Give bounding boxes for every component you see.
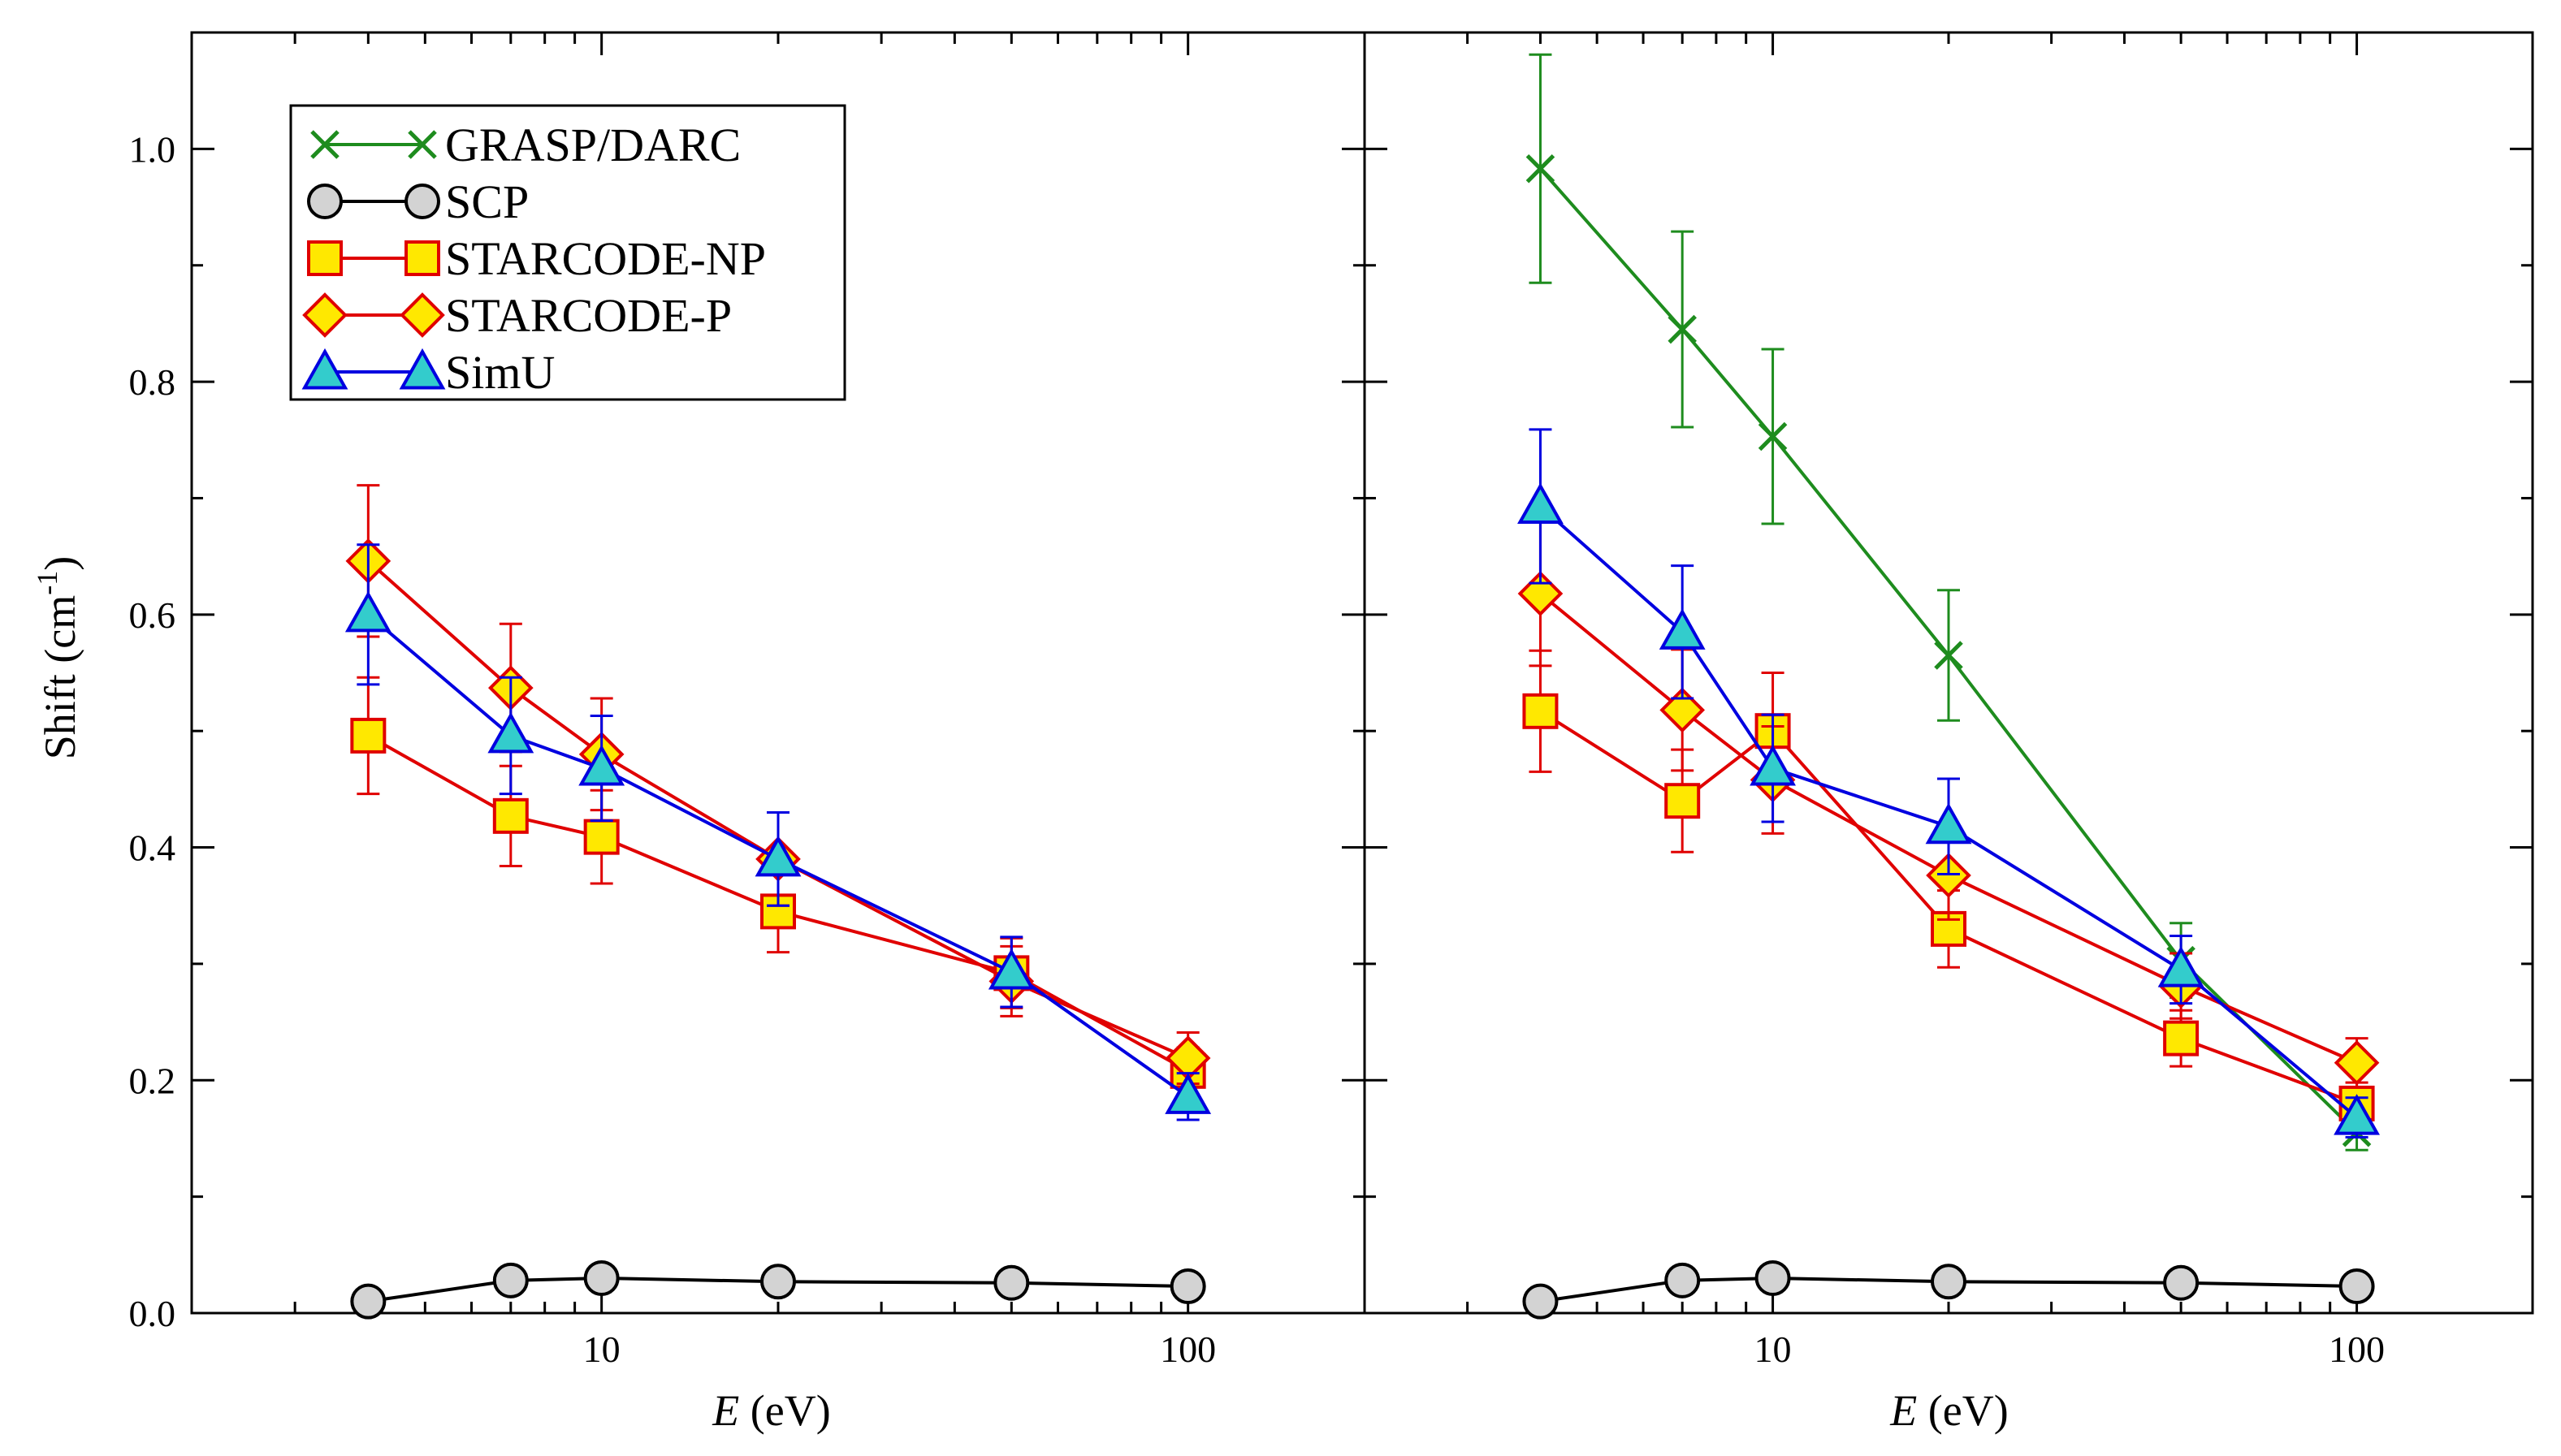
y-tick-label: 1.0 — [129, 128, 176, 170]
series-simu — [344, 543, 1212, 1121]
legend-marker — [302, 292, 348, 338]
series-line — [1539, 710, 2358, 1105]
data-point — [2334, 1039, 2380, 1086]
x-tick-label: 100 — [1160, 1329, 1216, 1370]
y-tick-label: 0.6 — [129, 594, 176, 636]
legend-marker — [404, 240, 440, 276]
series-scp — [350, 1259, 1206, 1320]
legend-label: STARCODE-P — [445, 289, 732, 342]
series-scp — [1522, 1259, 2375, 1320]
series-line — [368, 1276, 1188, 1303]
data-point — [492, 797, 529, 834]
y-tick-label: 0.8 — [129, 361, 176, 403]
legend-marker — [310, 130, 340, 159]
legend-label: STARCODE-NP — [445, 232, 766, 285]
y-tick-label: 0.0 — [129, 1293, 176, 1334]
data-point — [1754, 1259, 1791, 1296]
data-point — [1750, 744, 1796, 786]
legend-item: STARCODE-NP — [307, 232, 766, 285]
series-line — [1539, 592, 2358, 1065]
legend-frame — [289, 104, 846, 401]
data-point — [755, 835, 802, 877]
legend-marker — [301, 348, 348, 390]
data-point — [2157, 945, 2204, 987]
right-panel: 10 100 — [1363, 31, 2534, 1370]
x-tick-label: 10 — [583, 1329, 621, 1370]
data-point — [578, 744, 625, 786]
data-point — [492, 1262, 529, 1298]
data-point — [1659, 608, 1706, 650]
data-point — [2338, 1268, 2375, 1305]
data-point — [583, 1259, 620, 1296]
data-point — [350, 717, 387, 754]
legend-label: GRASP/DARC — [445, 119, 741, 171]
data-point — [988, 948, 1035, 990]
left-panel: 0.0 0.2 0.4 0.6 0.8 1.0 10 100 — [129, 31, 1366, 1370]
data-point — [583, 819, 620, 855]
data-point — [1925, 802, 1972, 845]
legend-marker — [408, 130, 437, 159]
legend-label: SimU — [445, 346, 555, 399]
data-point — [344, 590, 392, 633]
data-point — [1659, 687, 1706, 733]
legend-item: STARCODE-P — [302, 289, 732, 342]
data-point — [760, 1264, 796, 1300]
data-point — [1522, 693, 1559, 729]
legend-marker — [307, 240, 343, 276]
legend-marker — [307, 184, 343, 219]
legend-marker — [400, 292, 445, 338]
series-line — [367, 734, 1189, 1073]
x-axis-title-right: E (eV) — [1889, 1386, 2008, 1435]
data-point — [2163, 1264, 2200, 1301]
legend-marker — [399, 348, 446, 390]
data-point — [2334, 1094, 2380, 1135]
series-np — [1522, 649, 2375, 1126]
series-p — [1517, 520, 2380, 1089]
data-point — [487, 711, 534, 754]
data-point — [1165, 1073, 1212, 1114]
series-line — [367, 613, 1189, 1098]
legend-marker — [404, 184, 440, 219]
data-point — [993, 1264, 1030, 1301]
legend-item: GRASP/DARC — [310, 119, 741, 171]
series-line — [1539, 504, 2358, 1119]
data-point — [1934, 641, 1963, 670]
series-line — [1540, 1276, 2357, 1303]
legend-label: SCP — [445, 175, 529, 228]
y-axis-title: Shift (cm-1) — [31, 556, 84, 759]
series-line — [1538, 167, 2358, 1134]
data-point — [1170, 1268, 1206, 1305]
y-tick-label: 0.4 — [129, 827, 176, 869]
series-simu — [1517, 428, 2380, 1139]
x-axis-title-left: E (eV) — [712, 1386, 830, 1435]
x-tick-label: 10 — [1754, 1329, 1792, 1370]
data-point — [1758, 421, 1788, 451]
data-point — [1664, 1262, 1701, 1298]
data-point — [1668, 314, 1697, 344]
data-point — [350, 1283, 387, 1320]
series-p — [345, 484, 1211, 1086]
data-point — [1525, 153, 1555, 184]
legend-item: SimU — [301, 346, 555, 399]
data-point — [1931, 1264, 1966, 1300]
y-tick-label: 0.2 — [129, 1060, 176, 1101]
x-tick-label: 100 — [2329, 1329, 2385, 1370]
series-line — [367, 560, 1189, 1060]
data-point — [1517, 482, 1564, 524]
data-point — [2163, 1020, 2200, 1056]
data-point — [1522, 1283, 1559, 1320]
series-grasp — [1525, 53, 2372, 1151]
data-point — [1664, 783, 1701, 819]
legend-item: SCP — [307, 175, 529, 228]
